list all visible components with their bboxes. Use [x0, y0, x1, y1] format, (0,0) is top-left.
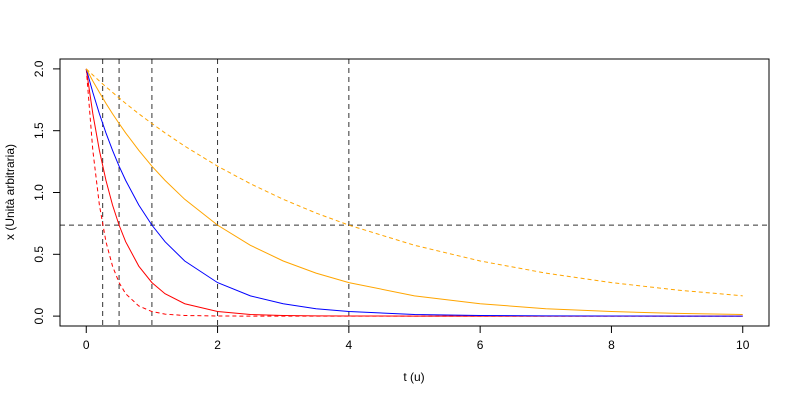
- y-tick-label: 2.0: [32, 60, 46, 77]
- x-tick-label: 2: [214, 338, 221, 352]
- x-tick-label: 6: [477, 338, 484, 352]
- x-axis-label: t (u): [403, 370, 424, 384]
- x-tick-label: 0: [83, 338, 90, 352]
- y-tick-label: 1.0: [32, 184, 46, 201]
- y-tick-label: 0.0: [32, 307, 46, 324]
- y-tick-label: 1.5: [32, 122, 46, 139]
- series-line: [85, 68, 743, 297]
- y-tick-label: 0.5: [32, 246, 46, 263]
- x-tick-label: 4: [346, 338, 353, 352]
- series-line: [85, 68, 743, 317]
- x-tick-label: 10: [736, 338, 750, 352]
- y-axis-label: x (Unità arbitraria): [3, 144, 17, 240]
- x-tick-label: 8: [608, 338, 615, 352]
- series-line: [85, 68, 743, 316]
